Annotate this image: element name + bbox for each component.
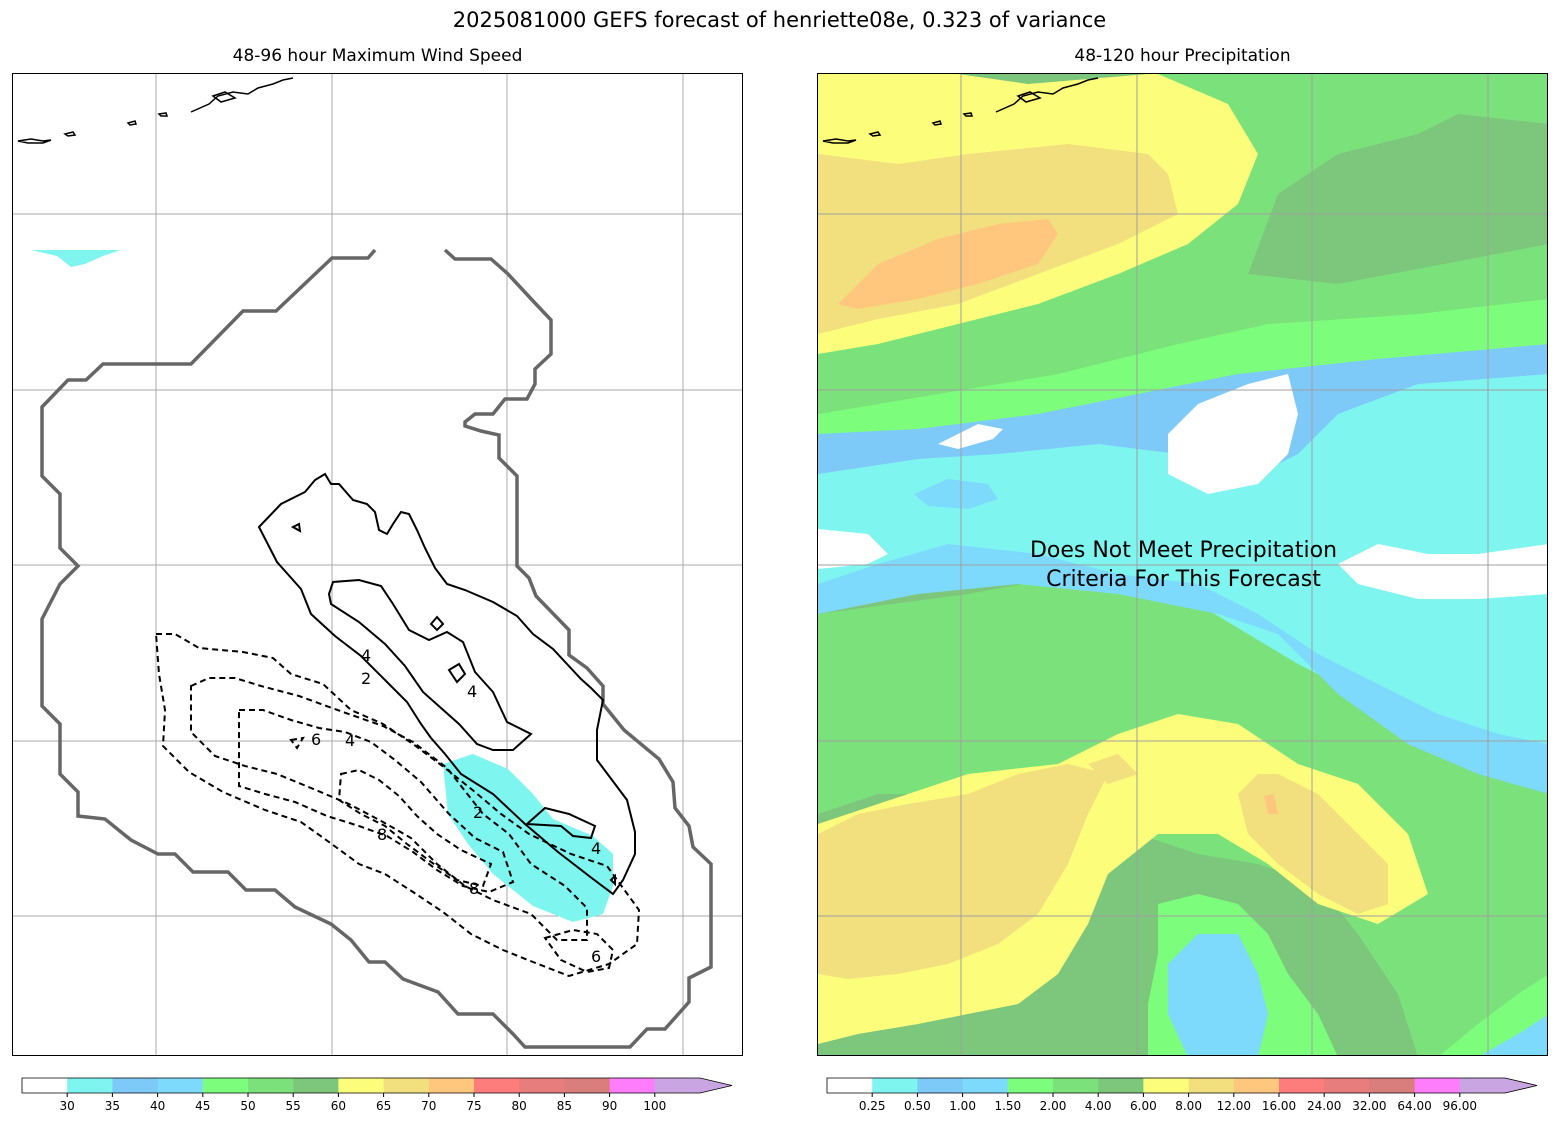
precip-colorbar-tick-label: 96.00	[1442, 1099, 1477, 1113]
contour-label: 4	[361, 646, 371, 665]
precip-colorbar-tick-label: 1.00	[949, 1099, 976, 1113]
wind-colorbar-swatch	[564, 1078, 611, 1093]
precip-colorbar-tick-label: 1.50	[994, 1099, 1022, 1113]
negative-contours	[154, 633, 641, 978]
wind-colorbar-swatch	[22, 1078, 68, 1093]
wind-speed-map: 4 2 4 6 4 2 8 8 6 4	[12, 73, 743, 1056]
precip-colorbar-swatch	[872, 1078, 918, 1093]
contour-label: 6	[311, 730, 321, 749]
ensemble-boundary	[40, 248, 713, 1049]
wind-speed-colorbar: 30 35 40 45 50 55 60 65 70 75 80 85 90 100	[21, 1077, 734, 1122]
precip-colorbar-swatch	[1007, 1078, 1054, 1093]
contour-label: 4	[591, 839, 601, 858]
no-criteria-line-1: Does Not Meet Precipitation	[1029, 538, 1338, 563]
no-criteria-message: Does Not Meet Precipitation Criteria For…	[818, 536, 1547, 594]
precip-colorbar-swatch	[1188, 1078, 1235, 1093]
precip-colorbar-tick-label: 0.50	[904, 1099, 931, 1113]
precip-colorbar-outline	[826, 1077, 1538, 1094]
precip-colorbar-swatch	[1143, 1078, 1190, 1093]
wind-colorbar-tick-label: 80	[511, 1099, 527, 1113]
wind-colorbar-tick-label: 85	[556, 1099, 573, 1113]
contour-label: 4	[345, 731, 355, 750]
contour-label: 8	[469, 879, 479, 898]
precip-colorbar-swatch	[1053, 1078, 1099, 1093]
contour-label: 2	[361, 669, 371, 688]
precip-colorbar-tick-label: 4.00	[1084, 1099, 1112, 1113]
figure-title: 2025081000 GEFS forecast of henriette08e…	[452, 8, 1107, 32]
contour-label: 2	[473, 803, 483, 822]
precip-colorbar-tick-label: 0.25	[858, 1099, 886, 1113]
precip-colorbar-swatch	[917, 1078, 964, 1093]
precip-colorbar-tick-label: 32.00	[1352, 1099, 1387, 1113]
left-panel-title: 48-96 hour Maximum Wind Speed	[232, 46, 523, 66]
precip-colorbar-swatch	[1279, 1078, 1325, 1093]
precip-colorbar-tick-label: 8.00	[1175, 1099, 1202, 1113]
precip-colorbar-swatch	[1324, 1078, 1370, 1093]
wind-colorbar-tick-label: 75	[466, 1099, 482, 1113]
precip-colorbar-swatch	[1414, 1078, 1461, 1093]
precip-colorbar-tick-label: 16.00	[1261, 1099, 1297, 1113]
wind-colorbar-swatch	[383, 1078, 430, 1093]
precip-colorbar-extend-arrow	[1459, 1078, 1537, 1093]
precip-colorbar-tick-label: 24.00	[1307, 1099, 1342, 1113]
contour-label: 6	[591, 947, 601, 966]
wind-colorbar-tick-label: 90	[601, 1099, 618, 1113]
precip-colorbar-swatch	[827, 1078, 873, 1093]
contour-label: 8	[377, 825, 387, 844]
precip-colorbar-tick-label: 2.00	[1039, 1099, 1067, 1113]
wind-colorbar-swatch	[519, 1078, 565, 1093]
wind-colorbar-tick-label: 30	[59, 1099, 75, 1113]
precip-colorbar-tick-label: 6.00	[1130, 1099, 1157, 1113]
no-criteria-line-2: Criteria For This Forecast	[1046, 567, 1321, 592]
wind-colorbar-tick-label: 60	[330, 1099, 347, 1113]
wind-colorbar-swatch	[293, 1078, 339, 1093]
right-panel-title: 48-120 hour Precipitation	[1074, 46, 1291, 66]
wind-colorbar-tick-label: 55	[285, 1099, 301, 1113]
wind-colorbar-swatch	[202, 1078, 249, 1093]
wind-colorbar-swatch	[474, 1078, 520, 1093]
wind-colorbar-tick-label: 35	[104, 1099, 121, 1113]
precip-colorbar-tick-label: 12.00	[1216, 1099, 1251, 1113]
precip-colorbar-swatch	[1369, 1078, 1416, 1093]
wind-colorbar-extend-arrow	[654, 1078, 732, 1093]
precip-colorbar-swatch	[1233, 1078, 1280, 1093]
coastline	[17, 77, 294, 144]
wind-colorbar-swatch	[338, 1078, 385, 1093]
wind-colorbar-swatches	[21, 1077, 733, 1097]
wind-colorbar-tick-label: 65	[375, 1099, 392, 1113]
wind-shading	[31, 250, 613, 922]
precipitation-colorbar: 0.25 0.50 1.00 1.50 2.00 4.00 6.00 8.00 12.00 16.…	[826, 1077, 1539, 1122]
precipitation-map: Does Not Meet Precipitation Criteria For…	[817, 73, 1548, 1056]
contour-label-group: 4 2 4 6 4 2 8 8 6 4	[311, 646, 601, 966]
wind-colorbar-swatch	[157, 1078, 204, 1093]
positive-contours	[257, 472, 636, 896]
wind-colorbar-tick-label: 70	[421, 1099, 437, 1113]
wind-colorbar-swatch	[248, 1078, 294, 1093]
wind-colorbar-tick-label: 100	[643, 1099, 667, 1113]
wind-colorbar-outline	[21, 1077, 733, 1094]
wind-colorbar-swatch	[112, 1078, 159, 1093]
precip-colorbar-swatch	[1098, 1078, 1144, 1093]
map-gridlines	[13, 74, 742, 1055]
map-gridlines	[818, 74, 1547, 1055]
wind-colorbar-tick-label: 40	[149, 1099, 166, 1113]
precip-colorbar-swatches	[826, 1077, 1538, 1097]
wind-colorbar-swatch	[428, 1078, 475, 1093]
precip-colorbar-tick-label: 64.00	[1397, 1099, 1432, 1113]
wind-colorbar-tick-label: 45	[195, 1099, 211, 1113]
contour-label: 4	[467, 682, 477, 701]
coastline	[822, 77, 1099, 144]
wind-colorbar-swatch	[609, 1078, 656, 1093]
wind-colorbar-tick-label: 50	[240, 1099, 256, 1113]
wind-colorbar-swatch	[67, 1078, 113, 1093]
precip-colorbar-swatch	[962, 1078, 1009, 1093]
